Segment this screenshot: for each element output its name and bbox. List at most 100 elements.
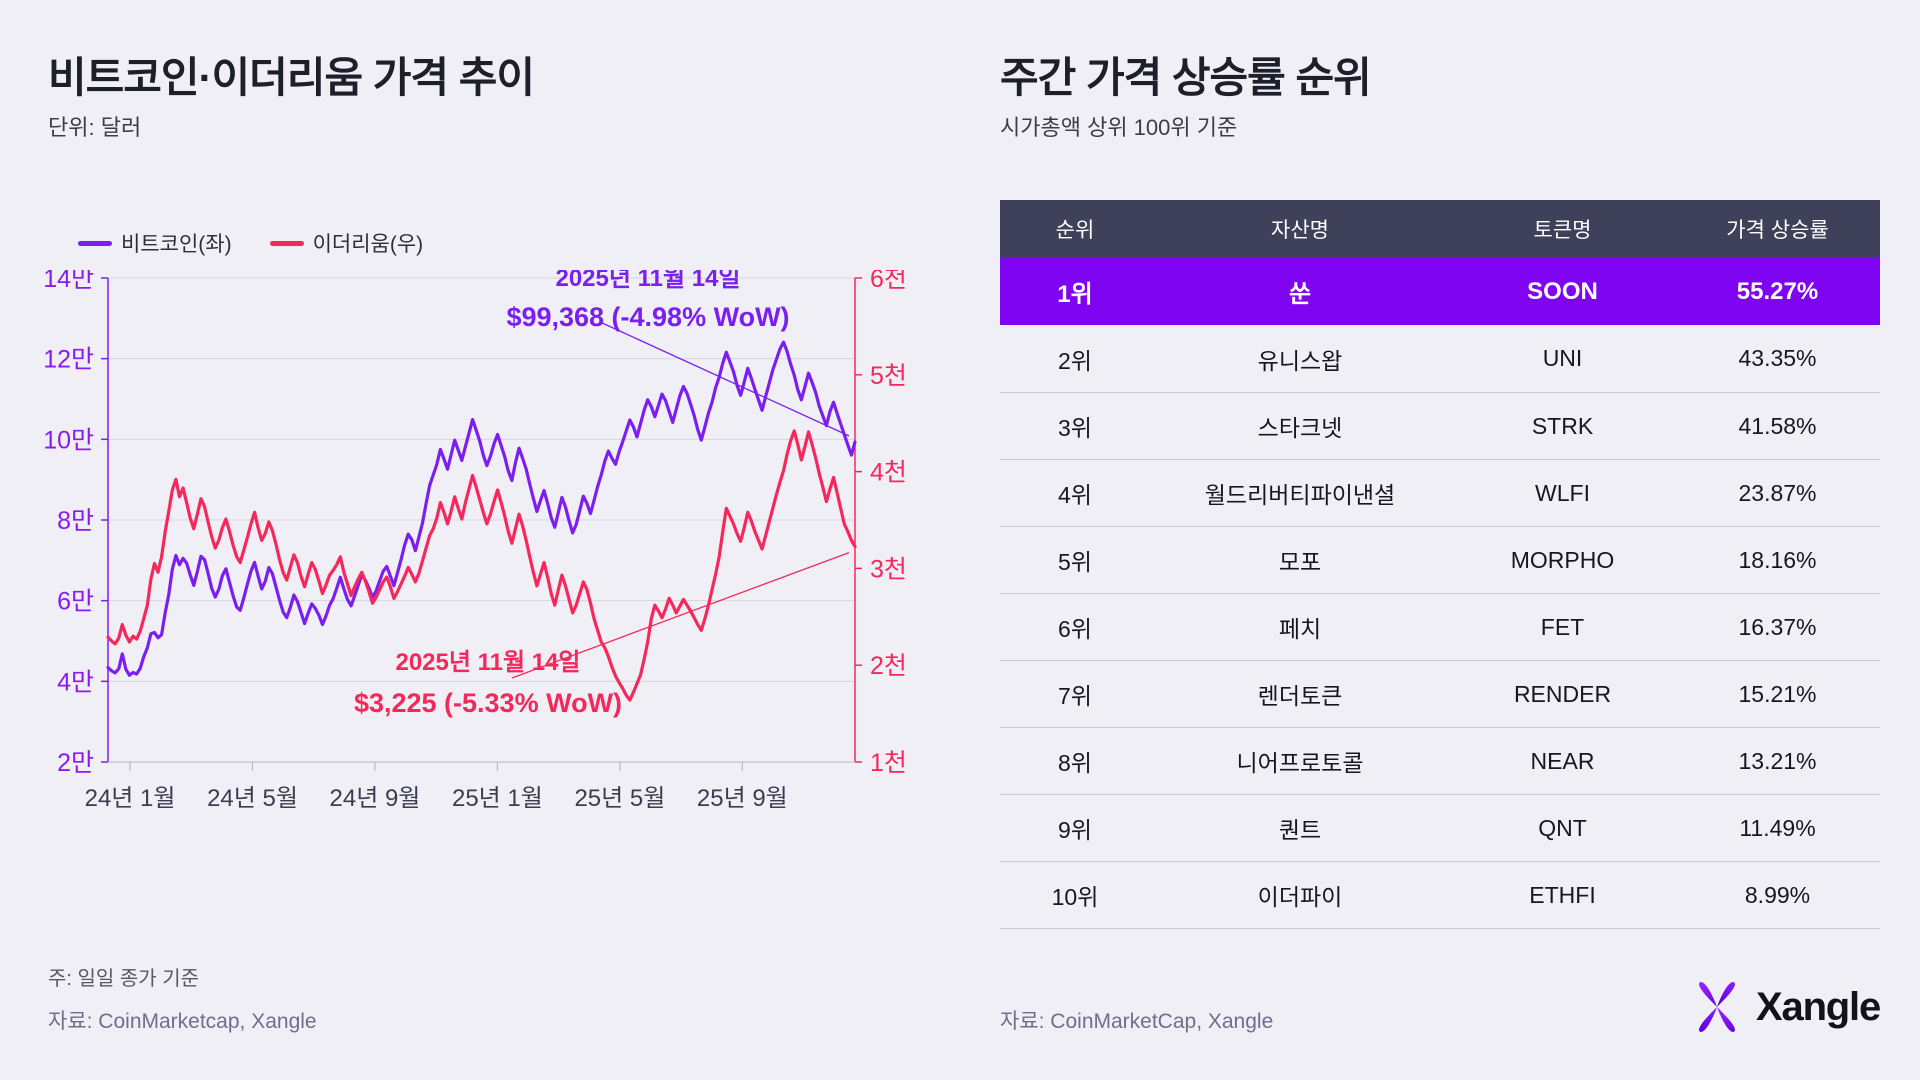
cell-rank: 3위 bbox=[1058, 415, 1092, 441]
cell-asset: 스타크넷 bbox=[1257, 415, 1343, 441]
cell-token: STRK bbox=[1531, 412, 1594, 439]
cell-asset: 렌더토큰 bbox=[1257, 683, 1343, 709]
table-row[interactable]: 3위 스타크넷 STRK 41.58% bbox=[1000, 392, 1880, 459]
table-header-row: 순위 자산명 토큰명 가격 상승률 bbox=[1000, 200, 1880, 258]
x-axis-tick: 24년 5월 bbox=[207, 785, 298, 812]
chart-note: 주: 일일 종가 기준 bbox=[48, 968, 200, 990]
cell-token: QNT bbox=[1538, 814, 1587, 841]
legend-swatch-ethereum bbox=[269, 240, 304, 246]
legend-item-bitcoin: 비트코인(좌) bbox=[78, 228, 232, 258]
chart-title: 비트코인·이더리움 가격 추이 bbox=[48, 54, 535, 101]
table-body: 1위 쑨 SOON 55.27% 2위 유니스왑 UNI 43.35% 3위 스타크넷 STRK 41… bbox=[1000, 258, 1880, 928]
cell-rank: 2위 bbox=[1058, 347, 1092, 374]
y-axis-left-tick: 10만 bbox=[43, 426, 94, 454]
cell-rate: 18.16% bbox=[1738, 546, 1817, 573]
cell-rank: 6위 bbox=[1058, 616, 1092, 642]
y-axis-left-tick: 8만 bbox=[57, 507, 94, 535]
column-header-rank: 순위 bbox=[1055, 219, 1095, 242]
table-row[interactable]: 8위 니어프로토콜 NEAR 13.21% bbox=[1000, 727, 1880, 794]
cell-asset: 이더파이 bbox=[1257, 884, 1343, 910]
table-row[interactable]: 2위 유니스왑 UNI 43.35% bbox=[1000, 325, 1880, 392]
cell-rank: 7위 bbox=[1058, 683, 1092, 709]
y-axis-right-tick: 2천 bbox=[870, 652, 907, 680]
cell-rate: 13.21% bbox=[1738, 747, 1817, 774]
cell-rank: 1위 bbox=[1057, 281, 1093, 308]
cell-rate: 16.37% bbox=[1738, 613, 1817, 640]
y-axis-left-tick: 6만 bbox=[57, 588, 94, 616]
table-row[interactable]: 6위 페치 FET 16.37% bbox=[1000, 593, 1880, 660]
cell-rate: 8.99% bbox=[1744, 881, 1811, 908]
cell-rate: 11.49% bbox=[1739, 814, 1816, 841]
cell-token: FET bbox=[1540, 613, 1585, 640]
y-axis-right-tick: 1천 bbox=[870, 749, 907, 777]
cell-token: ETHFI bbox=[1529, 881, 1596, 908]
column-header-token: 토큰명 bbox=[1533, 219, 1592, 242]
ranking-source: 자료: CoinMarketCap, Xangle bbox=[1000, 1010, 1274, 1033]
svg-text:2025년 11월 14일: 2025년 11월 14일 bbox=[395, 649, 580, 676]
y-axis-left-tick: 12만 bbox=[43, 346, 94, 374]
y-axis-right-tick: 5천 bbox=[870, 362, 907, 390]
y-axis-right-tick: 3천 bbox=[870, 555, 907, 583]
svg-text:$3,225 (-5.33% WoW): $3,225 (-5.33% WoW) bbox=[354, 688, 622, 718]
cell-rate: 15.21% bbox=[1738, 680, 1817, 707]
series-line-bitcoin bbox=[106, 340, 857, 677]
legend-swatch-bitcoin bbox=[78, 240, 112, 246]
table-row[interactable]: 10위 이더파이 ETHFI 8.99% bbox=[1000, 861, 1880, 928]
chart-legend: 비트코인(좌) 이더리움(우) bbox=[78, 228, 423, 258]
cell-token: RENDER bbox=[1513, 680, 1612, 707]
cell-token: UNI bbox=[1542, 345, 1583, 371]
cell-token: WLFI bbox=[1535, 479, 1590, 506]
ranking-panel: 주간 가격 상승률 순위 시가총액 상위 100위 기준 순위 자산명 토큰명 … bbox=[985, 0, 1920, 1080]
table-bottom-rule bbox=[1000, 928, 1880, 929]
cell-rank: 8위 bbox=[1058, 750, 1092, 776]
cell-rate: 55.27% bbox=[1736, 277, 1819, 305]
price-chart-panel: 비트코인·이더리움 가격 추이 단위: 달러 비트코인(좌) 이더리움(우) 2… bbox=[0, 54, 985, 1033]
y-axis-right-tick: 4천 bbox=[870, 459, 907, 487]
table-row[interactable]: 9위 퀀트 QNT 11.49% bbox=[1000, 794, 1880, 861]
column-header-rate: 가격 상승률 bbox=[1726, 219, 1829, 242]
ranking-title: 주간 가격 상승률 순위 bbox=[1000, 54, 1372, 101]
cell-token: SOON bbox=[1527, 277, 1598, 305]
cell-asset: 모포 bbox=[1278, 549, 1322, 575]
chart-plot-area: 2만 4만 6만 8만 10만 12만 14만 1천 2천 3천 4천 5천 6천 24년 1월 24년 5… bbox=[0, 270, 985, 890]
annotation-ethereum: 2025년 11월 14일 $3,225 (-5.33% WoW) bbox=[354, 649, 622, 718]
cell-asset: 월드리버티파이낸셜 bbox=[1204, 482, 1396, 508]
column-header-asset: 자산명 bbox=[1271, 219, 1329, 242]
cell-rank: 10위 bbox=[1051, 884, 1099, 910]
x-axis-tick: 25년 9월 bbox=[697, 785, 788, 812]
xangle-logo: Xangle bbox=[1688, 978, 1881, 1036]
cell-rank: 5위 bbox=[1058, 549, 1092, 575]
cell-asset: 퀀트 bbox=[1278, 817, 1322, 843]
cell-asset: 쑨 bbox=[1288, 281, 1312, 308]
legend-label-bitcoin: 비트코인(좌) bbox=[121, 233, 232, 256]
table-row[interactable]: 5위 모포 MORPHO 18.16% bbox=[1000, 526, 1880, 593]
cell-asset: 니어프로토콜 bbox=[1236, 750, 1364, 776]
cell-rank: 9위 bbox=[1058, 817, 1092, 843]
cell-asset: 유니스왑 bbox=[1257, 347, 1343, 374]
svg-text:2025년 11월 14일: 2025년 11월 14일 bbox=[555, 270, 740, 292]
y-axis-left-tick: 2만 bbox=[57, 749, 94, 777]
y-axis-left-tick: 4만 bbox=[57, 668, 94, 696]
cell-rate: 43.35% bbox=[1738, 345, 1817, 371]
cell-rate: 23.87% bbox=[1738, 479, 1817, 506]
y-axis-left-tick: 14만 bbox=[43, 270, 94, 293]
chart-source: 자료: CoinMarketcap, Xangle bbox=[48, 1010, 317, 1033]
x-axis-tick: 25년 5월 bbox=[574, 785, 665, 812]
cell-rank: 4위 bbox=[1058, 482, 1092, 508]
xangle-mark-icon bbox=[1699, 982, 1736, 1032]
svg-text:$99,368 (-4.98% WoW): $99,368 (-4.98% WoW) bbox=[506, 302, 789, 332]
legend-item-ethereum: 이더리움(우) bbox=[269, 228, 424, 258]
price-line-chart: 2만 4만 6만 8만 10만 12만 14만 1천 2천 3천 4천 5천 6천 24년 1월 24년 5… bbox=[43, 270, 907, 812]
series-line-ethereum bbox=[106, 429, 857, 702]
xangle-logo-text: Xangle bbox=[1756, 984, 1881, 1029]
cell-token: MORPHO bbox=[1510, 546, 1615, 573]
cell-rate: 41.58% bbox=[1738, 412, 1817, 439]
ranking-subtitle: 시가총액 상위 100위 기준 bbox=[1000, 115, 1238, 140]
table-row[interactable]: 7위 렌더토큰 RENDER 15.21% bbox=[1000, 660, 1880, 727]
legend-label-ethereum: 이더리움(우) bbox=[312, 233, 424, 256]
table-row[interactable]: 4위 월드리버티파이낸셜 WLFI 23.87% bbox=[1000, 459, 1880, 526]
table-row[interactable]: 1위 쑨 SOON 55.27% bbox=[1000, 258, 1880, 325]
x-axis-tick: 24년 1월 bbox=[85, 785, 176, 812]
ranking-table: 순위 자산명 토큰명 가격 상승률 1위 쑨 SOON 55.27% 2위 유니스왑 UNI… bbox=[1000, 200, 1880, 929]
